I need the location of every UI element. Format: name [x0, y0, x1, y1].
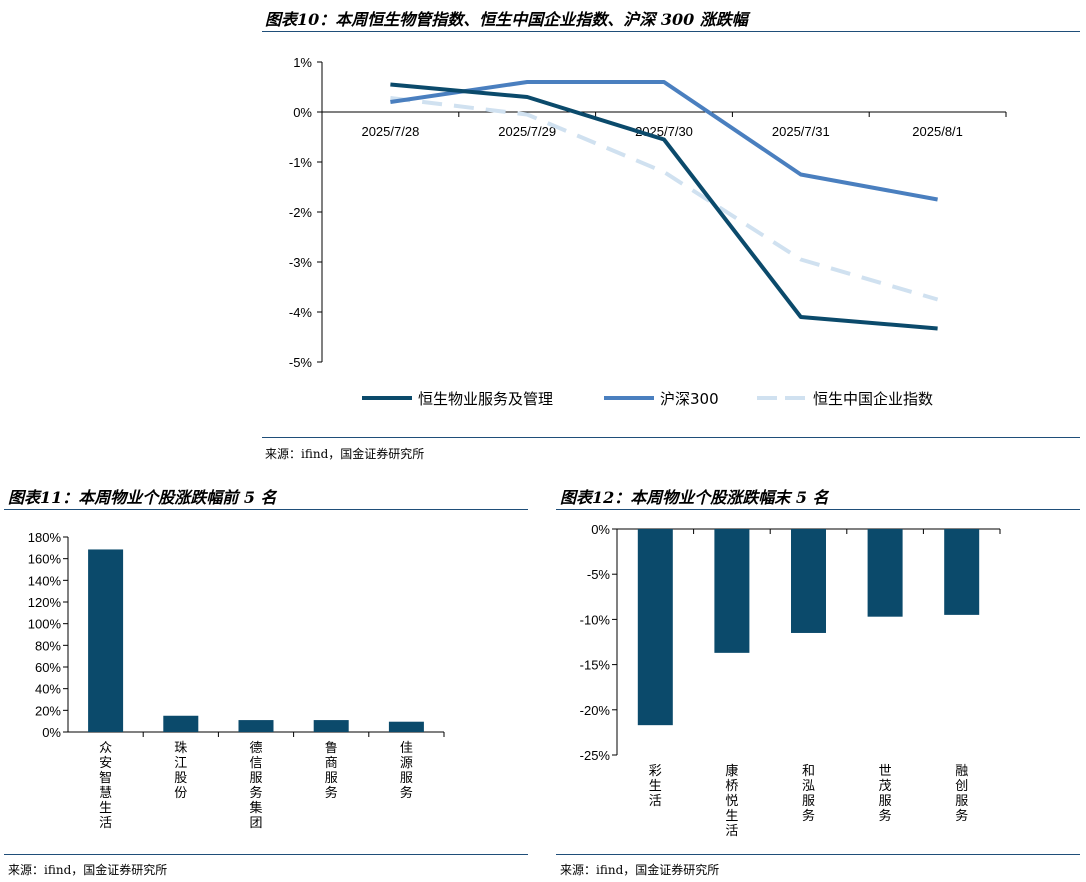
fig10-y-tick-label: -3% — [289, 255, 313, 270]
fig10-y-tick-label: 0% — [293, 105, 312, 120]
fig12-y-tick-label: -20% — [580, 703, 611, 718]
fig12-y-tick-label: 0% — [591, 522, 610, 537]
fig10-bottom-rule — [262, 437, 1080, 438]
fig12-title: 图表12：本周物业个股涨跌幅末 5 名 — [560, 488, 829, 507]
fig11-bottom-rule — [4, 854, 528, 855]
fig10-title: 图表10：本周恒生物管指数、恒生中国企业指数、沪深 300 涨跌幅 — [265, 10, 748, 29]
fig10-top-rule — [262, 31, 1080, 32]
fig10-x-tick-label: 2025/7/29 — [498, 124, 556, 139]
fig12-x-tick-label: 康桥悦生活 — [725, 763, 738, 839]
fig12-top-rule — [556, 509, 1080, 510]
fig11-x-tick-label: 德信服务集团 — [249, 741, 262, 831]
fig12-bar — [714, 529, 750, 653]
fig11-y-tick-label: 20% — [35, 703, 61, 718]
fig11-y-tick-label: 180% — [28, 530, 62, 545]
fig11-top-rule — [4, 509, 528, 510]
fig10-x-tick-label: 2025/7/31 — [772, 124, 830, 139]
fig10-series-line-0 — [390, 82, 938, 331]
fig11-y-tick-label: 80% — [35, 638, 61, 653]
fig12-source: 来源：ifind，国金证券研究所 — [560, 863, 720, 877]
fig10-x-tick-label: 2025/8/1 — [912, 124, 963, 139]
fig12-bottom-rule — [556, 854, 1080, 855]
fig12-bar — [867, 529, 903, 617]
fig10-x-tick-label: 2025/7/28 — [361, 124, 419, 139]
fig12-x-tick-label: 世茂服务 — [879, 764, 892, 824]
fig11-x-tick-label: 鲁商服务 — [325, 741, 338, 801]
fig11-y-tick-label: 60% — [35, 660, 61, 675]
fig12-y-tick-label: -5% — [587, 567, 611, 582]
fig11-y-tick-label: 140% — [28, 573, 62, 588]
fig12-x-tick-label: 融创服务 — [955, 764, 968, 824]
fig10-source: 来源：ifind，国金证券研究所 — [265, 447, 425, 461]
fig11-bar — [313, 720, 349, 732]
fig11-title: 图表11：本周物业个股涨跌幅前 5 名 — [8, 488, 277, 507]
fig11-y-tick-label: 100% — [28, 617, 62, 632]
fig12-bar — [791, 529, 826, 633]
fig12-y-tick-label: -25% — [580, 748, 611, 763]
fig10-y-tick-label: -2% — [289, 205, 313, 220]
fig12-x-tick-label: 彩生活 — [649, 764, 662, 809]
fig11-bar — [238, 720, 274, 732]
fig11-y-tick-label: 120% — [28, 595, 62, 610]
fig11-source: 来源：ifind，国金证券研究所 — [8, 863, 168, 877]
fig10-series-line-2 — [390, 96, 939, 302]
fig10-y-tick-label: 1% — [293, 55, 312, 70]
fig11-x-tick-label: 珠江股份 — [174, 741, 187, 801]
fig11-bar — [163, 715, 199, 732]
fig12-y-tick-label: -15% — [580, 658, 611, 673]
fig10-legend-label: 恒生物业服务及管理 — [418, 390, 553, 408]
fig10-y-tick-label: -4% — [289, 305, 313, 320]
fig12-bar — [944, 529, 980, 615]
fig11-y-tick-label: 0% — [42, 725, 61, 740]
fig11-y-tick-label: 40% — [35, 682, 61, 697]
fig10-y-tick-label: -5% — [289, 355, 313, 370]
fig10-y-tick-label: -1% — [289, 155, 313, 170]
fig11-y-tick-label: 160% — [28, 552, 62, 567]
fig12-bar — [637, 529, 673, 726]
fig11-x-tick-label: 众安智慧生活 — [99, 741, 112, 831]
fig12-x-tick-label: 和泓服务 — [802, 764, 815, 824]
fig10-legend-label: 恒生中国企业指数 — [813, 390, 933, 408]
fig11-x-tick-label: 佳源服务 — [400, 741, 413, 801]
fig12-y-tick-label: -10% — [580, 612, 611, 627]
fig11-bar — [388, 721, 424, 732]
fig10-legend-label: 沪深300 — [660, 390, 719, 408]
fig11-bar — [88, 549, 124, 732]
